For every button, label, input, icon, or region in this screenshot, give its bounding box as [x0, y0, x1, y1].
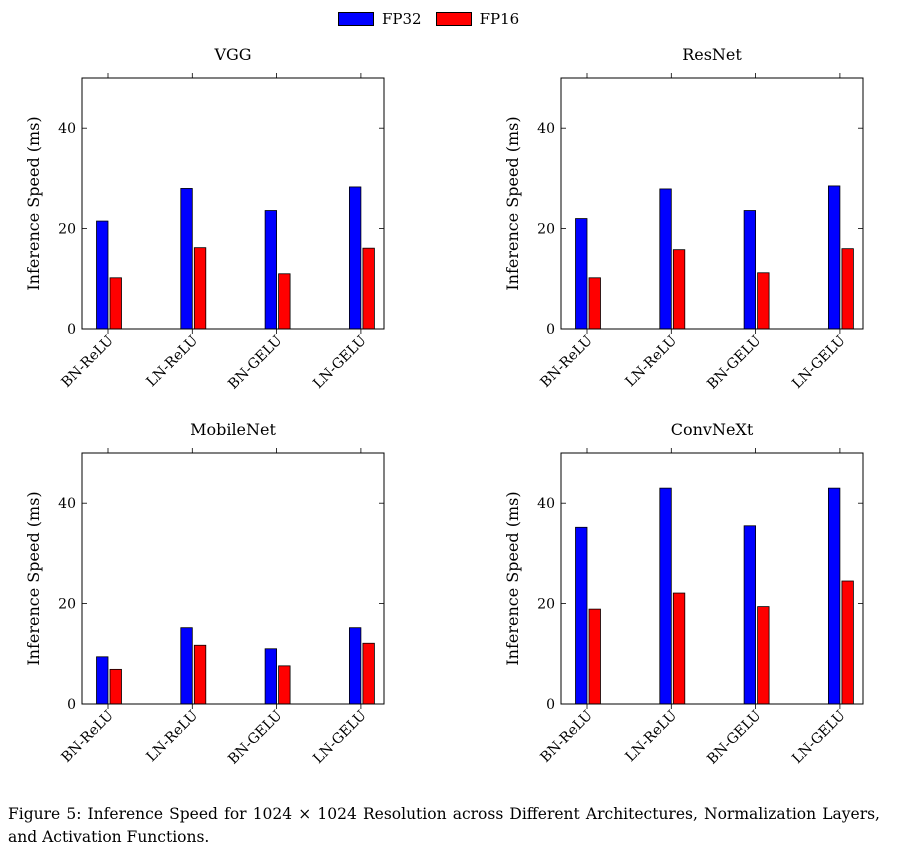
legend-label-fp32: FP32: [382, 10, 422, 28]
bar-fp32: [743, 210, 756, 330]
bar-fp32: [659, 487, 672, 705]
bar-fp32: [575, 218, 588, 330]
chart-panel: ResNet Inference Speed (ms) 0 20 40 BN-ReLU LN…: [503, 45, 864, 393]
x-tick-label: LN-GELU: [310, 707, 370, 767]
chart-title: ResNet: [682, 45, 742, 64]
y-axis-label: Inference Speed (ms): [24, 116, 43, 290]
x-tick-label: BN-GELU: [225, 332, 285, 392]
y-tick-label: 20: [58, 597, 76, 613]
bar-fp16: [757, 606, 770, 705]
bar-fp32: [96, 656, 109, 705]
x-tick-label: BN-ReLU: [59, 332, 117, 390]
y-tick-label: 40: [58, 496, 76, 512]
legend-swatch-fp16: [435, 12, 472, 26]
bar-fp32: [348, 627, 362, 705]
bar-fp32: [828, 185, 841, 330]
y-axis-label: Inference Speed (ms): [503, 491, 522, 665]
bar-fp32: [96, 220, 109, 330]
y-tick-label: 20: [58, 222, 76, 238]
legend-swatch-fp32: [338, 12, 374, 26]
x-tick-label: BN-GELU: [704, 707, 764, 767]
y-tick-label: 0: [67, 697, 76, 713]
bar-fp32: [348, 186, 362, 330]
bar-fp16: [362, 247, 375, 330]
y-tick-label: 20: [537, 597, 555, 613]
chart-panel: ConvNeXt Inference Speed (ms) 0 20 40 BN-ReLU…: [503, 420, 864, 768]
bar-fp16: [109, 668, 122, 705]
bar-fp16: [672, 249, 686, 330]
y-tick-label: 40: [537, 496, 555, 512]
chart-title: MobileNet: [190, 420, 276, 439]
figure-caption: Figure 5: Inference Speed for 1024 × 102…: [8, 805, 880, 846]
legend-item-fp16: FP16: [435, 10, 520, 28]
chart-panel: VGG Inference Speed (ms) 0 20 40 BN-ReLU LN-Re…: [24, 45, 385, 393]
bar-fp32: [828, 487, 841, 705]
y-tick-label: 40: [58, 121, 76, 137]
bar-fp16: [588, 277, 601, 330]
bar-fp32: [659, 188, 672, 330]
x-tick-label: BN-ReLU: [59, 707, 117, 765]
bar-fp16: [109, 277, 122, 330]
legend: FP32 FP16: [338, 6, 533, 32]
chart-title: VGG: [213, 45, 251, 64]
x-tick-label: BN-ReLU: [538, 332, 596, 390]
bar-fp32: [264, 210, 278, 330]
x-tick-label: LN-ReLU: [623, 707, 681, 765]
bar-fp16: [362, 642, 375, 705]
bar-fp32: [180, 627, 193, 705]
plot-frame: [560, 77, 864, 330]
x-tick-label: BN-GELU: [225, 707, 285, 767]
plot-frame: [81, 77, 385, 330]
plot-frame: [81, 452, 385, 705]
bar-fp16: [278, 273, 291, 330]
x-tick-label: BN-ReLU: [538, 707, 596, 765]
bar-fp16: [278, 665, 291, 705]
bar-fp16: [193, 644, 207, 705]
charts-grid: VGG Inference Speed (ms) 0 20 40 BN-ReLU LN-Re…: [24, 45, 864, 768]
x-tick-label: LN-GELU: [310, 332, 370, 392]
x-tick-label: LN-ReLU: [144, 332, 202, 390]
bar-fp32: [180, 188, 193, 330]
x-tick-label: LN-GELU: [789, 332, 849, 392]
legend-item-fp32: FP32: [338, 10, 422, 28]
y-axis-label: Inference Speed (ms): [503, 116, 522, 290]
y-tick-label: 20: [537, 222, 555, 238]
y-tick-label: 0: [546, 697, 555, 713]
y-tick-label: 0: [546, 322, 555, 338]
y-tick-label: 40: [537, 121, 555, 137]
bar-fp16: [588, 608, 601, 705]
x-tick-label: LN-ReLU: [623, 332, 681, 390]
bar-fp16: [672, 592, 686, 705]
bar-fp16: [841, 248, 854, 330]
plot-frame: [560, 452, 864, 705]
y-axis-label: Inference Speed (ms): [24, 491, 43, 665]
x-tick-label: LN-GELU: [789, 707, 849, 767]
bar-fp32: [575, 526, 588, 705]
bar-fp16: [757, 272, 770, 330]
x-tick-label: BN-GELU: [704, 332, 764, 392]
bar-fp16: [193, 247, 207, 330]
x-tick-label: LN-ReLU: [144, 707, 202, 765]
legend-label-fp16: FP16: [479, 10, 520, 28]
bar-fp32: [264, 648, 278, 705]
bar-fp32: [743, 525, 756, 705]
bar-fp16: [841, 580, 854, 705]
chart-panel: MobileNet Inference Speed (ms) 0 20 40 BN-ReL…: [24, 420, 385, 768]
chart-title: ConvNeXt: [671, 420, 754, 439]
y-tick-label: 0: [67, 322, 76, 338]
